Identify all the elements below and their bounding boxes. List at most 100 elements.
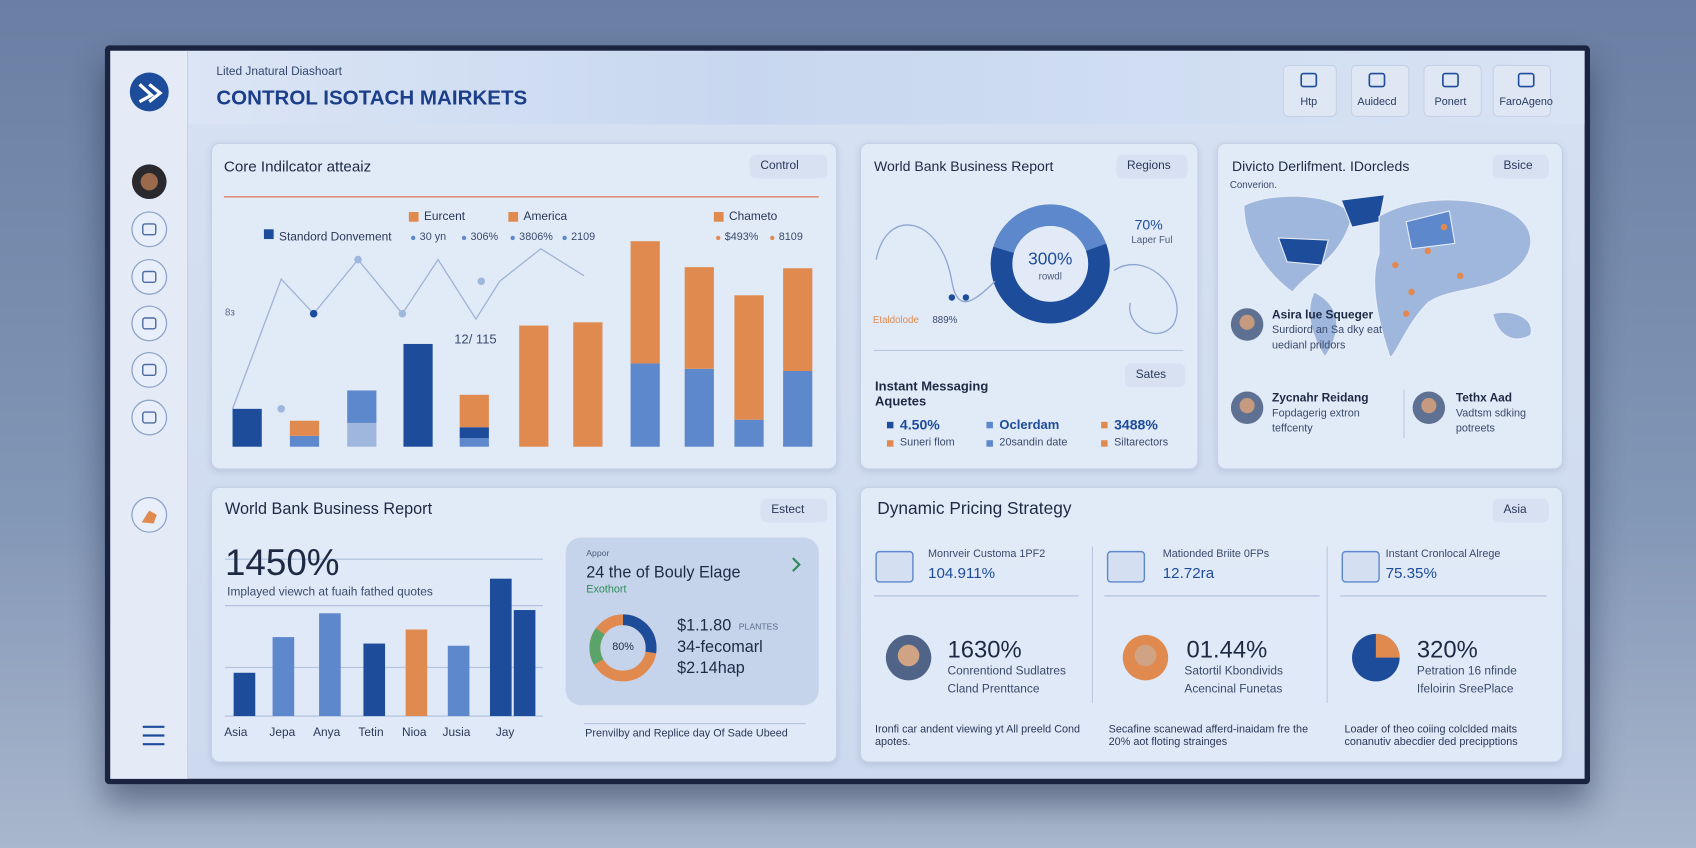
bar-segment bbox=[403, 343, 433, 447]
legend-swatch bbox=[886, 421, 894, 429]
bar-segment bbox=[347, 390, 377, 423]
flow-dot bbox=[962, 294, 970, 301]
metrics-value: 75.35% bbox=[1385, 564, 1437, 582]
highlights-line1: Conrentiond Sudlatres bbox=[947, 664, 1066, 678]
map-marker bbox=[1392, 261, 1399, 269]
core-indicator-stats: 8109 bbox=[778, 231, 803, 244]
world-bank-report-action[interactable]: Estect bbox=[771, 503, 805, 517]
people-line2: potreets bbox=[1455, 422, 1495, 435]
header-buttons[interactable]: Htp bbox=[1300, 96, 1318, 109]
world-bank-regions-legend: Siltarectors bbox=[1114, 436, 1169, 449]
donut-hole bbox=[1012, 226, 1089, 302]
flow-curve bbox=[875, 224, 1178, 335]
legend-swatch bbox=[508, 211, 519, 222]
legend-swatch bbox=[1101, 421, 1108, 429]
bar-segment bbox=[347, 422, 377, 447]
header-buttons[interactable]: Ponert bbox=[1434, 96, 1467, 109]
bar-segment bbox=[289, 420, 320, 436]
world-bank-regions-donut-label: rowdl bbox=[1038, 271, 1062, 282]
world-bank-regions-messaging-action[interactable]: Sates bbox=[1135, 368, 1167, 382]
trend-dot bbox=[309, 309, 318, 318]
nav-icon bbox=[131, 211, 168, 248]
card-amount3: $2.14hap bbox=[677, 658, 745, 678]
legend-swatch bbox=[713, 211, 724, 222]
map-region bbox=[1405, 210, 1456, 250]
bar-segment bbox=[289, 435, 320, 447]
highlights-line1: Satortil Kbondivids bbox=[1184, 664, 1283, 678]
metric-icon bbox=[1106, 550, 1146, 583]
people-name: Asira lue Squeger bbox=[1271, 308, 1374, 322]
legend-swatch bbox=[263, 229, 274, 240]
bar-segment bbox=[519, 325, 549, 447]
world-bank-regions-legend: 20sandin date bbox=[999, 436, 1068, 449]
department-subtitle: Converion. bbox=[1229, 179, 1277, 190]
map-region bbox=[1277, 237, 1329, 266]
avatar-face bbox=[1134, 644, 1157, 667]
stat-dot bbox=[770, 235, 775, 241]
stat-dot bbox=[510, 235, 515, 241]
card-amount1-note: PLANTES bbox=[738, 622, 779, 632]
action-button[interactable] bbox=[760, 498, 828, 523]
avatar-face bbox=[1239, 398, 1255, 414]
donut-arc bbox=[589, 614, 657, 682]
stat-dot bbox=[562, 235, 567, 241]
bar-segment bbox=[630, 241, 660, 364]
action-button[interactable] bbox=[1124, 363, 1186, 388]
bar bbox=[513, 610, 536, 717]
action-button[interactable] bbox=[1492, 498, 1549, 523]
nav-glyph bbox=[142, 363, 157, 377]
people-line1: Surdiord an Sa dky eat bbox=[1271, 324, 1383, 337]
nav-glyph bbox=[141, 510, 157, 524]
world-bank-report-categories: Anya bbox=[313, 726, 341, 740]
metrics-value: 104.911% bbox=[928, 564, 996, 582]
nav-glyph bbox=[142, 317, 157, 330]
donut-arc bbox=[990, 204, 1110, 324]
highlights-line2: Acencinal Funetas bbox=[1184, 682, 1283, 696]
bar bbox=[363, 643, 386, 717]
people-line2: uedianl prildors bbox=[1271, 339, 1346, 352]
highlights-value: 01.44% bbox=[1186, 635, 1268, 663]
avatar-face bbox=[1239, 314, 1255, 330]
nav-icon bbox=[131, 399, 168, 436]
stat-dot bbox=[411, 235, 416, 241]
action-button[interactable] bbox=[1116, 154, 1188, 179]
map-marker bbox=[1424, 247, 1431, 255]
button-icon bbox=[1300, 72, 1318, 88]
people-name: Zycnahr Reidang bbox=[1271, 391, 1369, 405]
bar-segment bbox=[630, 363, 660, 447]
highlights-value: 1630% bbox=[947, 635, 1022, 663]
world-bank-report-categories: Asia bbox=[224, 726, 248, 740]
world-bank-regions-side-label: Laper Ful bbox=[1131, 234, 1173, 246]
bar bbox=[447, 645, 470, 717]
highlights-line2: Ifeloirin SreePlace bbox=[1416, 682, 1514, 696]
action-button[interactable] bbox=[1492, 154, 1549, 179]
header-button[interactable] bbox=[1350, 64, 1410, 117]
stat-dot bbox=[716, 235, 721, 241]
core-indicator-legend: Eurcent bbox=[423, 210, 466, 224]
button-icon bbox=[1368, 72, 1386, 88]
department-action[interactable]: Bsice bbox=[1503, 159, 1533, 173]
pricing-action[interactable]: Asia bbox=[1503, 503, 1527, 517]
core-indicator-action[interactable]: Control bbox=[760, 159, 799, 173]
trend-dot bbox=[354, 255, 362, 264]
bar-segment bbox=[573, 322, 603, 447]
chevron bbox=[792, 557, 801, 572]
bar-segment bbox=[734, 419, 764, 447]
nav-icon bbox=[131, 258, 168, 295]
core-indicator-stats: 3806% bbox=[519, 231, 553, 244]
bar bbox=[405, 629, 428, 717]
header-buttons[interactable]: FaroAgeno bbox=[1499, 96, 1553, 109]
department-title: Divicto Derlifment. IDorcleds bbox=[1231, 158, 1410, 175]
people-line1: Fopdagerig extron bbox=[1271, 407, 1360, 420]
card-tag: Exothort bbox=[586, 584, 627, 596]
world-bank-report-title: World Bank Business Report bbox=[224, 499, 433, 519]
action-button[interactable] bbox=[749, 154, 828, 179]
stat-dot bbox=[461, 235, 467, 241]
world-bank-report-headline-caption: Implayed viewch at fuaih fathed quotes bbox=[227, 585, 433, 599]
header-buttons[interactable]: Auidecd bbox=[1357, 96, 1397, 109]
world-bank-regions-legend: 4.50% bbox=[899, 416, 940, 433]
world-bank-regions-action[interactable]: Regions bbox=[1127, 159, 1171, 173]
core-indicator-stats: 2109 bbox=[571, 231, 596, 244]
world-bank-report-categories: Nioa bbox=[402, 726, 427, 740]
world-bank-regions-foot-label: Etaldolode bbox=[872, 314, 919, 326]
